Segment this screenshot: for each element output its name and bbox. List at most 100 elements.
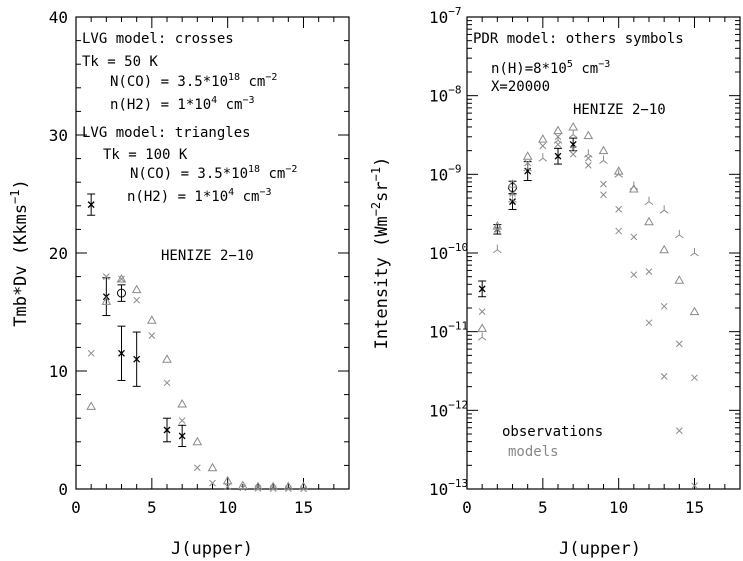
left-model-cross: [193, 464, 201, 472]
right-model-cross: [509, 190, 516, 197]
right-annotation-line-3: X=20000: [491, 79, 550, 95]
right-model-tripod: [493, 244, 502, 254]
left-model-triangle: [253, 481, 263, 491]
right-model-cross: [645, 319, 653, 327]
right-model-tripod: [675, 229, 684, 239]
right-model-cross: [615, 205, 623, 213]
left-model-triangle: [268, 481, 279, 491]
right-y-tick-label: 10−10: [429, 241, 468, 263]
left-panel: 0 5 10 15 0 10 20 30 40 LVG model: crosses Tk = …: [8, 8, 350, 559]
left-model-triangle: [131, 284, 142, 294]
left-observation-point: [118, 349, 125, 357]
right-y-tick-label: 10−7: [429, 5, 462, 27]
left-observation-point: [133, 355, 141, 363]
right-model-tripod: [508, 194, 517, 203]
right-model-tripod: [659, 205, 669, 214]
right-model-cross: [660, 302, 668, 310]
left-model-triangle: [207, 462, 218, 472]
left-model-cross: [163, 379, 171, 387]
left-y-tick-label: 30: [49, 126, 68, 145]
left-model-triangle: [237, 480, 248, 489]
right-model-tripod: [477, 332, 487, 341]
left-source-label: HENIZE 2−10: [161, 248, 254, 264]
left-model-triangle: [222, 475, 233, 485]
legend-observations: observations: [502, 424, 603, 440]
right-y-tick-label: 10−8: [429, 84, 462, 106]
right-model-triangle: [583, 130, 594, 140]
left-model-cross: [148, 332, 156, 339]
right-model-cross: [675, 340, 683, 348]
right-model-cross: [478, 308, 486, 315]
left-x-tick-label: 5: [147, 498, 157, 517]
right-model-triangle: [553, 125, 563, 135]
right-source-label: HENIZE 2−10: [573, 102, 666, 118]
right-model-tripod: [644, 196, 654, 206]
left-model-triangle: [86, 401, 97, 410]
left-annotation-line-6: Tk = 100 K: [103, 147, 188, 163]
right-axis-ticks: 0 5 10 15 10−13 10−12 10−11 10−10 10−9 10−8 10−7: [429, 5, 741, 517]
left-axis-ticks: 0 5 10 15 0 10 20 30 40: [49, 8, 350, 517]
right-x-axis-title: J(upper): [559, 539, 641, 559]
right-y-tick-label: 10−13: [429, 477, 468, 499]
left-observation-circle: [117, 288, 126, 298]
left-model-triangle: [101, 296, 112, 305]
left-x-tick-label: 0: [71, 498, 81, 517]
right-observation-point: [554, 152, 562, 160]
left-x-axis-title: J(upper): [171, 539, 253, 559]
right-model-cross: [630, 271, 638, 279]
right-model-tripod: [690, 248, 699, 257]
left-y-tick-label: 40: [49, 8, 68, 27]
right-model-tripod: [538, 153, 548, 162]
left-model-cross: [133, 296, 141, 304]
left-annotation-line-3: N(CO) = 3.5*1018 cm−2: [110, 72, 277, 90]
right-model-triangle: [477, 323, 488, 332]
right-x-tick-label: 0: [462, 498, 472, 517]
left-observation-point: [87, 201, 95, 209]
right-model-cross: [615, 227, 623, 235]
left-observation-point: [163, 426, 171, 434]
left-annotation-line-7: N(CO) = 3.5*1018 cm−2: [130, 164, 297, 182]
right-model-triangle: [537, 134, 548, 143]
right-y-tick-label: 10−11: [429, 320, 468, 342]
right-model-cross: [584, 162, 592, 169]
left-model-triangle: [283, 481, 294, 491]
right-annotation-line-2: n(H)=8*105 cm−3: [491, 59, 610, 77]
right-model-cross: [691, 374, 698, 382]
right-observation-point: [509, 198, 516, 206]
right-model-cross: [691, 482, 698, 490]
right-model-triangle: [522, 151, 533, 160]
right-model-cross: [600, 180, 607, 188]
right-model-cross: [660, 373, 668, 380]
left-annotation-line-2: Tk = 50 K: [82, 54, 158, 70]
right-y-tick-label: 10−12: [429, 398, 468, 420]
legend-models: models: [508, 444, 559, 460]
left-model-triangle: [116, 273, 127, 283]
left-annotation-line-4: n(H2) = 1*104 cm−3: [110, 95, 255, 113]
right-model-cross: [569, 150, 577, 158]
right-model-triangle: [568, 121, 579, 131]
left-model-triangle: [177, 399, 188, 408]
left-y-tick-label: 0: [58, 480, 68, 499]
right-model-cross: [554, 133, 562, 141]
right-model-cross: [524, 159, 532, 167]
left-x-tick-label: 15: [294, 498, 313, 517]
right-data-marks: [477, 121, 700, 490]
left-x-tick-label: 10: [218, 498, 237, 517]
right-model-tripod: [614, 169, 623, 178]
right-model-cross: [600, 191, 607, 199]
left-model-cross: [118, 275, 125, 283]
left-model-cross: [178, 417, 186, 424]
left-y-tick-label: 20: [49, 244, 68, 263]
left-model-triangle: [192, 436, 203, 446]
left-model-triangle: [162, 354, 172, 363]
right-model-tripod: [599, 155, 608, 164]
right-x-tick-label: 5: [538, 498, 548, 517]
right-model-cross: [584, 154, 592, 162]
right-model-triangle: [598, 145, 609, 155]
left-annotation-line-8: n(H2) = 1*104 cm−3: [127, 187, 272, 205]
right-model-triangle: [674, 275, 685, 284]
right-model-triangle: [492, 221, 503, 230]
left-observation-point: [178, 432, 186, 440]
right-model-triangle: [659, 244, 670, 254]
